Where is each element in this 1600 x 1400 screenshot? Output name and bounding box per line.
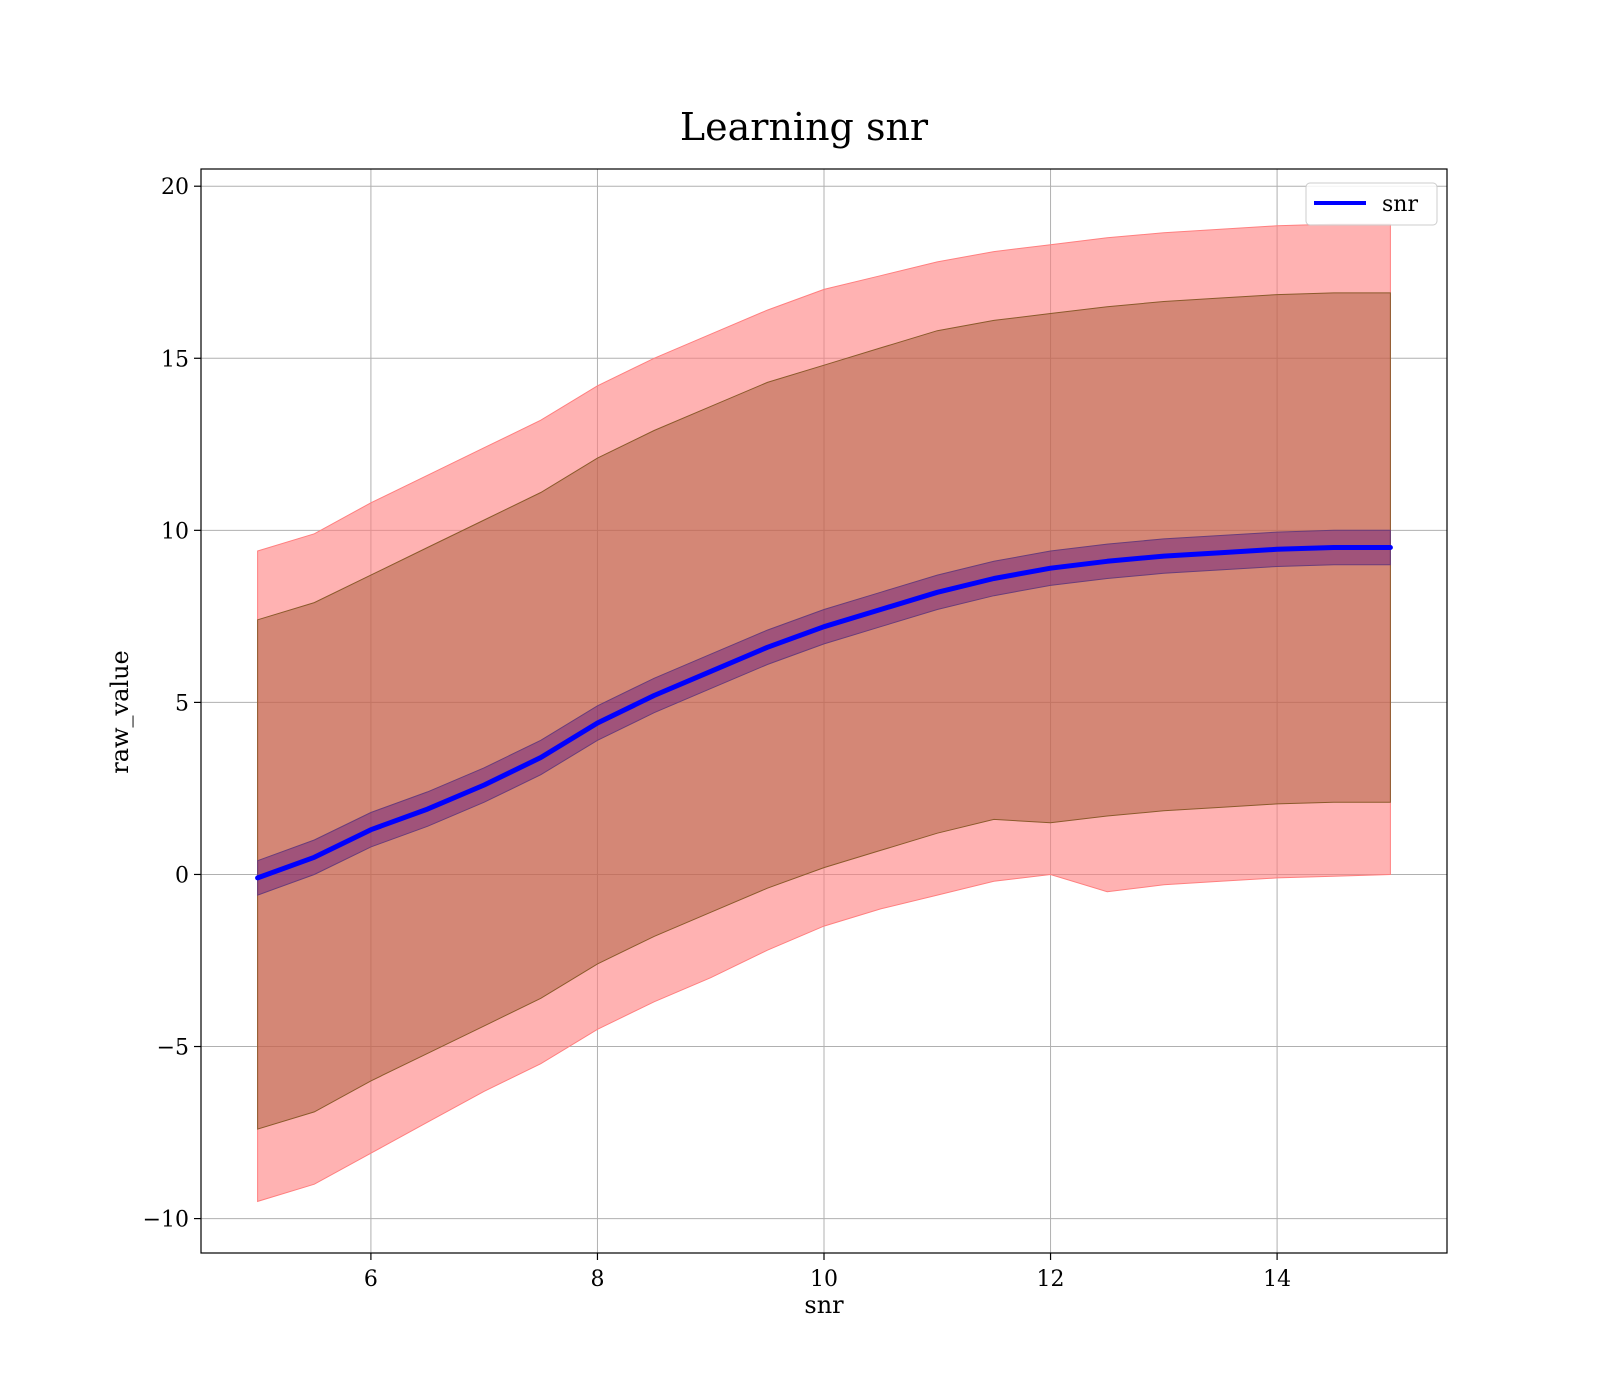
y-tick-label: 15 xyxy=(161,347,189,372)
legend: snr xyxy=(1305,182,1438,226)
chart-title: Learning snr xyxy=(680,105,929,149)
legend-box xyxy=(1305,182,1438,226)
outer-band xyxy=(257,223,1391,1203)
x-tick-label: 6 xyxy=(364,1267,378,1292)
y-tick-label: 5 xyxy=(175,691,189,716)
inner-band xyxy=(257,529,1391,896)
confidence-bands xyxy=(257,223,1391,1203)
y-tick-label: −5 xyxy=(157,1036,189,1061)
y-axis-ticks: −10 −5 0 5 10 15 20 xyxy=(143,175,201,1233)
y-tick-label: 20 xyxy=(161,175,189,200)
series-line-snr xyxy=(255,545,1393,881)
y-tick-label: 0 xyxy=(175,863,189,888)
x-tick-label: 12 xyxy=(1037,1267,1065,1292)
legend-label-snr: snr xyxy=(1382,192,1418,217)
x-tick-label: 14 xyxy=(1263,1267,1291,1292)
middle-band xyxy=(257,292,1391,1130)
x-tick-label: 10 xyxy=(810,1267,838,1292)
y-axis-label: raw_value xyxy=(106,650,134,774)
y-tick-label: 10 xyxy=(161,519,189,544)
x-tick-label: 8 xyxy=(590,1267,604,1292)
x-axis-ticks: 6 8 10 12 14 xyxy=(364,1253,1291,1292)
y-tick-label: −10 xyxy=(143,1208,189,1233)
x-axis-label: snr xyxy=(804,1291,844,1319)
